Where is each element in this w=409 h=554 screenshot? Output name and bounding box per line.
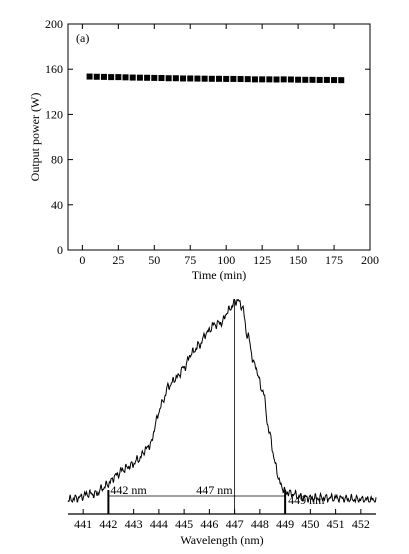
x-tick-label: 447 bbox=[226, 517, 244, 531]
x-tick-label: 443 bbox=[125, 517, 143, 531]
x-axis-title: Wavelength (nm) bbox=[180, 533, 263, 547]
data-point bbox=[194, 75, 201, 82]
data-point bbox=[323, 76, 330, 83]
x-tick-label: 100 bbox=[217, 253, 235, 267]
x-tick-label: 150 bbox=[289, 253, 307, 267]
data-point bbox=[216, 75, 222, 82]
data-point bbox=[251, 76, 258, 83]
data-point bbox=[266, 76, 273, 83]
annotation-label: 442 nm bbox=[110, 483, 147, 497]
x-tick-label: 441 bbox=[74, 517, 92, 531]
data-point bbox=[259, 76, 266, 83]
y-axis-title: Output power (W) bbox=[28, 93, 42, 182]
data-point bbox=[115, 74, 122, 81]
spectrum-curve bbox=[67, 298, 377, 504]
x-tick-label: 448 bbox=[251, 517, 269, 531]
x-tick-label: 0 bbox=[79, 253, 85, 267]
data-point bbox=[129, 74, 136, 81]
y-tick-label: 0 bbox=[57, 243, 63, 257]
spectrum-chart: 441 442 443 444 445 446 447 448 449 450 451 452 Wave… bbox=[67, 298, 377, 547]
data-point bbox=[151, 74, 158, 81]
data-point bbox=[136, 74, 143, 81]
data-point bbox=[158, 75, 165, 82]
x-tick-label: 450 bbox=[301, 517, 319, 531]
data-point bbox=[187, 75, 194, 82]
x-tick-label: 25 bbox=[112, 253, 124, 267]
data-point bbox=[172, 75, 179, 82]
data-point bbox=[144, 74, 151, 81]
data-point bbox=[280, 76, 287, 83]
data-point bbox=[244, 76, 251, 83]
x-tick-label: 75 bbox=[184, 253, 196, 267]
data-point bbox=[316, 76, 323, 83]
y-tick-label: 200 bbox=[45, 17, 63, 31]
y-tick-label: 80 bbox=[51, 153, 63, 167]
x-tick-label: 444 bbox=[150, 517, 168, 531]
data-point bbox=[230, 75, 237, 82]
data-point bbox=[108, 74, 115, 81]
y-tick-label: 120 bbox=[45, 107, 63, 121]
y-tick-label: 160 bbox=[45, 62, 63, 76]
data-point bbox=[86, 73, 93, 80]
annotation-label: 447 nm bbox=[196, 483, 233, 497]
x-tick-label: 125 bbox=[253, 253, 271, 267]
data-point bbox=[302, 76, 309, 83]
data-point bbox=[287, 76, 294, 83]
data-point bbox=[295, 76, 302, 83]
data-point bbox=[223, 75, 230, 82]
data-point bbox=[201, 75, 208, 82]
x-tick-label: 449 bbox=[276, 517, 294, 531]
x-tick-label: 452 bbox=[352, 517, 370, 531]
x-tick-label: 451 bbox=[327, 517, 345, 531]
x-tick-label: 445 bbox=[175, 517, 193, 531]
data-point bbox=[122, 74, 129, 81]
data-point bbox=[165, 75, 172, 82]
x-tick-label: 442 bbox=[99, 517, 117, 531]
data-point bbox=[309, 76, 316, 83]
plot-frame bbox=[67, 23, 371, 251]
output-power-chart: 0 25 50 75 100 125 150 175 200 0 40 80 120 160 200 Time… bbox=[28, 17, 379, 282]
x-axis-title: Time (min) bbox=[192, 268, 247, 282]
annotation-label: 449 nm bbox=[288, 493, 325, 507]
data-point bbox=[100, 73, 107, 80]
data-point bbox=[273, 76, 280, 83]
data-point bbox=[237, 76, 244, 83]
x-tick-label: 200 bbox=[361, 253, 379, 267]
x-tick-label: 50 bbox=[148, 253, 160, 267]
data-point bbox=[93, 73, 100, 80]
y-tick-label: 40 bbox=[51, 198, 63, 212]
x-tick-label: 175 bbox=[325, 253, 343, 267]
data-point bbox=[180, 75, 187, 82]
data-point bbox=[338, 77, 345, 84]
panel-label: (a) bbox=[76, 31, 89, 45]
data-point bbox=[331, 77, 338, 84]
x-tick-label: 446 bbox=[200, 517, 218, 531]
data-point bbox=[208, 75, 215, 82]
